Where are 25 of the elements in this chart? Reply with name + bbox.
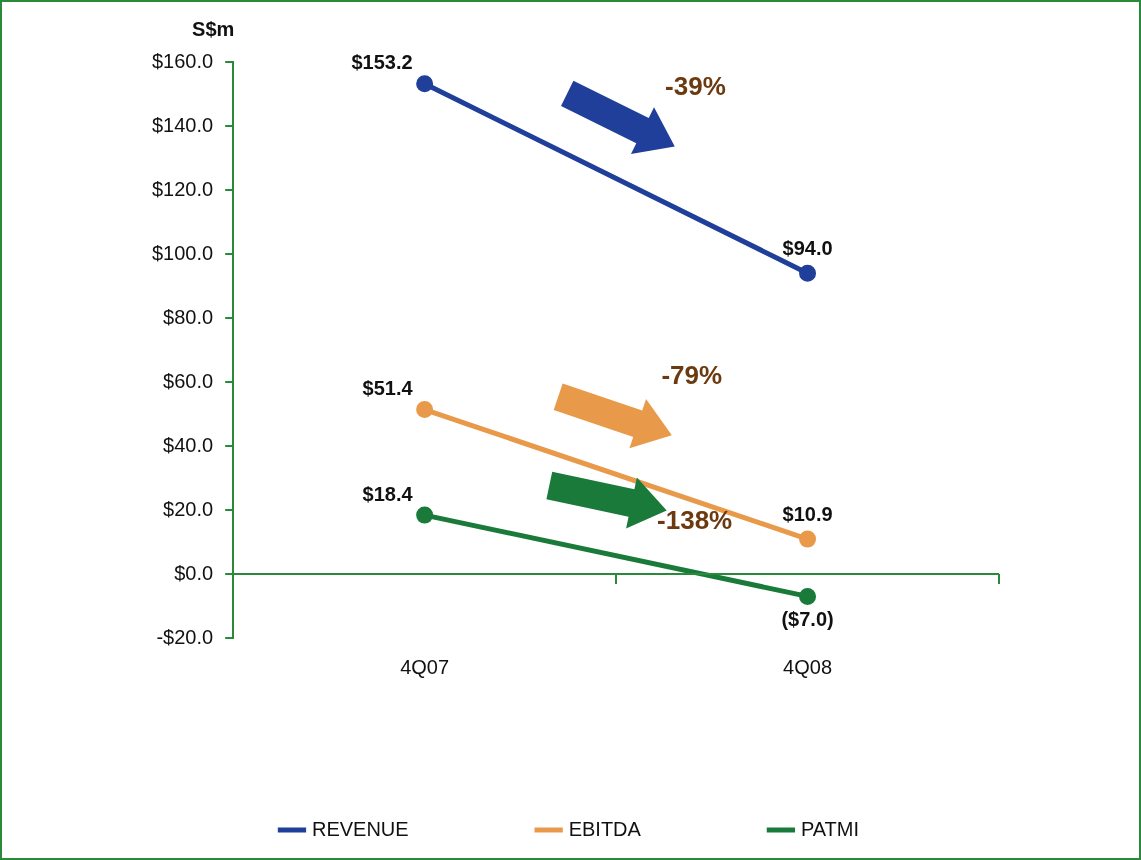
annotation: -79% xyxy=(661,359,723,391)
y-tick-label: -$20.0 xyxy=(156,625,214,648)
y-tick-label: $20.0 xyxy=(163,497,214,520)
annotation: -138% xyxy=(657,505,733,537)
x-tick-label: 4Q08 xyxy=(783,655,833,678)
annotation: -39% xyxy=(665,71,726,103)
data-label: $94.0 xyxy=(782,236,833,259)
y-tick-label: $40.0 xyxy=(163,433,214,456)
y-tick-label: $120.0 xyxy=(152,177,214,200)
y-tick-label: $160.0 xyxy=(152,49,214,72)
data-label: $18.4 xyxy=(362,482,414,505)
legend-label: REVENUE xyxy=(311,817,409,840)
legend-label: PATMI xyxy=(800,817,860,840)
y-axis-title: S$m xyxy=(192,17,235,40)
data-label: ($7.0) xyxy=(781,607,834,630)
data-label: $153.2 xyxy=(351,51,413,74)
x-tick-label: 4Q07 xyxy=(400,655,450,678)
y-tick-label: $140.0 xyxy=(152,113,214,136)
data-label: $51.4 xyxy=(362,377,414,400)
y-tick-label: $100.0 xyxy=(152,241,214,264)
legend-label: EBITDA xyxy=(568,817,642,840)
y-tick-label: $0.0 xyxy=(174,561,214,584)
y-tick-label: $80.0 xyxy=(163,305,214,328)
y-tick-label: $60.0 xyxy=(163,369,214,392)
data-label: $10.9 xyxy=(782,502,833,525)
